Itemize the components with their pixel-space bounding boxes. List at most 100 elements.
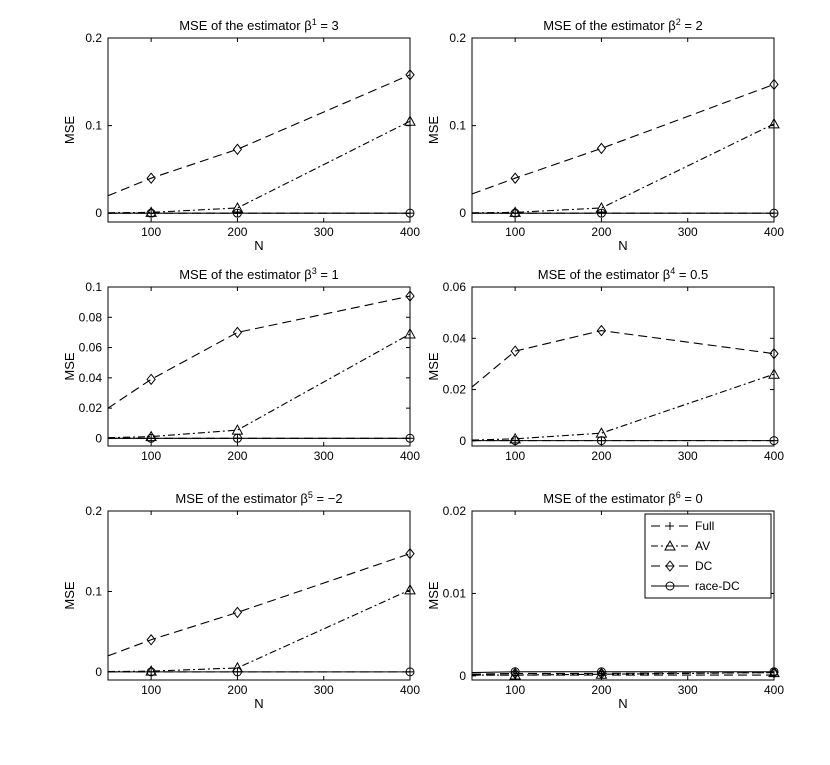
- axes-box: [107, 510, 411, 681]
- series-race-dc: [108, 667, 415, 677]
- y-axis-label: MSE: [426, 581, 441, 610]
- subplot-6: 100 200 300 400 0 0.01 0.02 MSE of the estimato…: [426, 490, 784, 711]
- series-race-dc: [472, 436, 779, 446]
- y-tick-label: 0.08: [79, 310, 103, 324]
- data-point: [509, 206, 521, 217]
- x-tick-label: 300: [314, 449, 334, 463]
- legend-marker: [666, 522, 674, 530]
- data-point: [596, 436, 606, 446]
- x-tick-label: 300: [678, 225, 698, 239]
- series-dc: [472, 324, 779, 388]
- legend-marker: [665, 560, 675, 572]
- subplot-3: 100 200 300 400 0 0.02 0.04 0.06 0.08 0.1 MSE of t…: [62, 266, 420, 463]
- data-point: [769, 347, 779, 360]
- x-tick-label: 200: [591, 449, 611, 463]
- y-axis-label: MSE: [426, 116, 441, 145]
- data-point: [769, 667, 779, 677]
- legend-entry-race-dc: race-DC: [651, 579, 740, 593]
- x-axis-label: N: [254, 696, 263, 711]
- legend-marker: [665, 581, 675, 591]
- y-axis-label: MSE: [62, 352, 77, 381]
- series-line: [472, 373, 774, 441]
- legend-entry-av: AV: [651, 539, 710, 553]
- data-point: [232, 606, 243, 619]
- data-point: [769, 436, 779, 446]
- subplot-4: 100 200 300 400 0 0.02 0.04 0.06 MSE of the esti…: [426, 266, 784, 463]
- series-race-dc: [108, 208, 415, 218]
- x-tick-label: 400: [400, 449, 420, 463]
- x-tick-label: 300: [314, 683, 334, 697]
- data-point: [769, 666, 779, 679]
- x-tick-label: 100: [505, 449, 525, 463]
- data-point: [595, 201, 608, 213]
- series-dc: [108, 68, 415, 197]
- x-axis-label: N: [254, 238, 263, 253]
- data-point: [231, 201, 244, 213]
- x-axis-label: N: [618, 696, 627, 711]
- data-point: [404, 327, 416, 339]
- data-point: [596, 142, 607, 155]
- data-point: [596, 208, 606, 218]
- data-point: [232, 143, 243, 156]
- series-av: [472, 117, 780, 217]
- data-point: [146, 373, 156, 386]
- y-axis-label: MSE: [62, 581, 77, 610]
- x-tick-label: 400: [400, 683, 420, 697]
- series-line: [108, 333, 410, 439]
- x-tick-label: 100: [141, 225, 161, 239]
- x-tick-label: 400: [764, 225, 784, 239]
- data-point: [146, 433, 156, 443]
- series-dc: [108, 290, 415, 409]
- x-tick-label: 200: [591, 683, 611, 697]
- data-point: [146, 172, 156, 184]
- subplot-1: 100 200 300 400 0 0.1 0.2 MSE of the estimator …: [62, 17, 420, 253]
- data-point: [145, 430, 157, 442]
- data-point: [769, 78, 779, 91]
- y-tick-label: 0.02: [79, 401, 103, 415]
- x-tick-label: 200: [227, 449, 247, 463]
- y-tick-label: 0.01: [443, 586, 467, 600]
- series-dc: [108, 547, 415, 657]
- series-line: [108, 120, 410, 214]
- data-point: [405, 667, 415, 677]
- x-axis-label: N: [618, 238, 627, 253]
- y-tick-label: 0.06: [79, 341, 103, 355]
- subplot-5: 100 200 300 400 0 0.1 0.2 MSE of the estimator …: [62, 490, 420, 711]
- axes-box: [471, 286, 775, 447]
- series-av: [472, 368, 780, 444]
- axes-box: [471, 37, 775, 223]
- y-tick-label: 0: [459, 669, 466, 683]
- legend: Full AV DC race-DC: [644, 513, 772, 599]
- x-tick-label: 100: [505, 225, 525, 239]
- y-tick-label: 0.1: [85, 584, 102, 598]
- x-tick-label: 300: [678, 449, 698, 463]
- data-point: [510, 436, 520, 446]
- x-tick-label: 200: [227, 683, 247, 697]
- data-point: [404, 115, 416, 126]
- y-axis-label: MSE: [426, 352, 441, 381]
- series-av: [108, 115, 416, 217]
- subplot-title: MSE of the estimator β2 = 2: [543, 17, 703, 33]
- legend-marker: [664, 539, 676, 551]
- data-point: [510, 667, 520, 677]
- x-tick-label: 200: [591, 225, 611, 239]
- y-tick-label: 0.2: [85, 504, 102, 518]
- data-point: [510, 208, 520, 218]
- y-tick-label: 0.1: [85, 280, 102, 294]
- data-point: [595, 427, 608, 438]
- x-tick-label: 400: [400, 225, 420, 239]
- y-tick-label: 0.04: [443, 331, 467, 345]
- data-point: [596, 667, 606, 677]
- data-point: [405, 433, 415, 443]
- y-tick-label: 0.1: [85, 119, 102, 133]
- subplot-title: MSE of the estimator β4 = 0.5: [538, 266, 708, 282]
- data-point: [145, 206, 157, 217]
- data-point: [768, 117, 780, 129]
- data-point: [405, 290, 415, 302]
- y-tick-label: 0.2: [85, 31, 102, 45]
- legend-label: race-DC: [695, 579, 740, 593]
- y-tick-label: 0: [459, 434, 466, 448]
- x-tick-label: 100: [141, 449, 161, 463]
- y-tick-label: 0: [95, 665, 102, 679]
- axes-box: [107, 37, 411, 223]
